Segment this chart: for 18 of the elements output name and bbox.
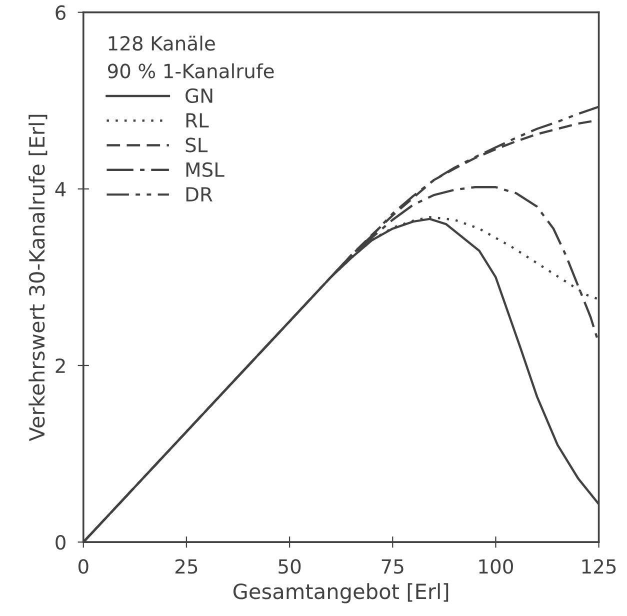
legend-label: GN: [186, 88, 212, 104]
y-axis-title: Verkehrswert 30-Kanalrufe [Erl]: [28, 114, 48, 442]
x-tick-label: 100: [479, 559, 513, 574]
x-tick-label: 25: [176, 559, 198, 574]
y-tick-label: 6: [56, 5, 66, 20]
x-tick-label: 0: [78, 559, 88, 574]
x-tick-label: 75: [382, 559, 404, 574]
legend-label: MSL: [186, 162, 224, 177]
legend-label: RL: [186, 113, 209, 128]
legend-label: DR: [186, 187, 212, 202]
y-tick-label: 0: [56, 535, 66, 550]
y-tick-label: 2: [56, 358, 65, 373]
y-tick-label: 4: [55, 182, 66, 196]
x-axis-title: Gesamtangebot [Erl]: [233, 583, 448, 604]
legend-label: SL: [186, 138, 208, 152]
x-tick-label: 50: [278, 559, 301, 574]
legend-title: 128 Kanäle 90 % 1-Kanalrufe: [108, 36, 274, 78]
x-tick-label: 125: [582, 559, 616, 574]
